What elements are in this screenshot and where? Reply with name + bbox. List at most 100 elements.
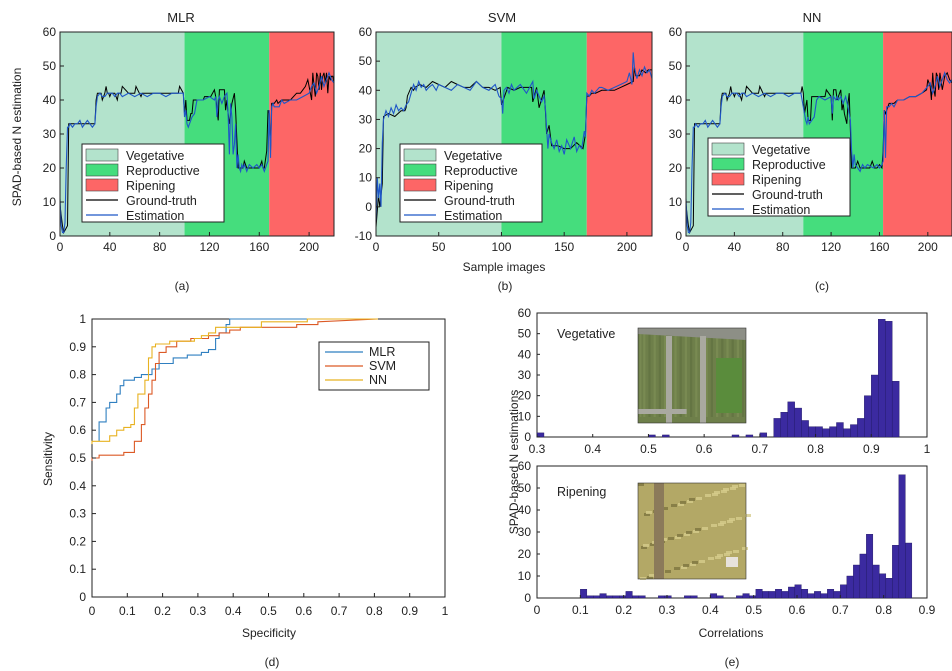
crop-texture	[665, 570, 671, 573]
path-strip	[666, 336, 672, 423]
y-tick-label: 30	[518, 368, 532, 382]
legend-label: Estimation	[126, 209, 184, 223]
histogram-bar	[745, 434, 754, 438]
crop-texture	[705, 494, 711, 497]
crop-texture	[650, 543, 656, 546]
histogram-bar	[664, 595, 672, 599]
legend-swatch-reproductive	[85, 163, 119, 177]
histogram-bar	[788, 586, 796, 599]
x-tick-label: 0.7	[752, 442, 769, 456]
crop-texture	[683, 564, 689, 567]
y-tick-label: 0.4	[69, 479, 86, 493]
legend-label: Ripening	[444, 179, 493, 193]
histogram-bar	[815, 426, 823, 438]
crop-row-texture	[690, 332, 693, 417]
histogram-bar	[850, 424, 858, 438]
crop-texture	[732, 485, 738, 488]
crop-texture	[681, 566, 687, 569]
histogram-bar	[606, 595, 614, 599]
histogram-bar	[872, 564, 880, 599]
histogram-bar	[762, 591, 770, 599]
histogram-bar	[736, 595, 744, 599]
histogram-bar	[857, 418, 865, 438]
panel-e-histograms: 0.3 0.4 0.5 0.6 0.7 0.8 0.9 10102030405060Veget…	[507, 306, 936, 669]
y-tick-label: 30	[43, 127, 57, 141]
x-tick-label: 80	[776, 240, 790, 254]
histogram-bar	[801, 589, 809, 599]
legend-swatch-ripening	[711, 172, 745, 186]
x-tick-label: 0.3	[190, 604, 207, 618]
road-strip	[638, 328, 746, 340]
histogram-annotation: Vegetative	[557, 327, 615, 341]
y-tick-label: 50	[669, 59, 683, 73]
crop-texture	[718, 523, 724, 526]
crop-texture	[690, 563, 696, 566]
legend-label: MLR	[369, 345, 395, 359]
histogram-bar	[859, 553, 867, 599]
histogram-bar	[801, 420, 809, 438]
panel-b-title: SVM	[488, 10, 516, 25]
y-tick-label: 10	[43, 195, 57, 209]
y-tick-label: 50	[518, 327, 532, 341]
histogram-bar	[814, 591, 822, 599]
x-tick-label: 150	[554, 240, 574, 254]
crop-texture	[721, 490, 727, 493]
y-tick-label: 0	[675, 229, 682, 243]
y-tick-label: 40	[669, 93, 683, 107]
x-tick-label: 0	[683, 240, 690, 254]
crop-texture	[699, 560, 705, 563]
histogram-bar	[892, 545, 900, 599]
histogram-bar	[759, 432, 768, 438]
photo-frame	[637, 482, 747, 580]
legend-label: Estimation	[444, 209, 502, 223]
y-tick-label: 50	[43, 59, 57, 73]
y-tick-label: 60	[518, 459, 532, 473]
crop-texture	[671, 504, 677, 507]
crop-texture	[693, 530, 699, 533]
legend: VegetativeReproductiveRipeningGround-tru…	[81, 143, 225, 223]
crop-texture	[643, 544, 649, 547]
path-strip	[654, 483, 664, 579]
crop-texture	[638, 483, 644, 486]
crop-texture	[711, 524, 717, 527]
legend-label: Ground-truth	[126, 194, 197, 208]
y-tick-label: 40	[518, 347, 532, 361]
histogram-bar	[794, 584, 802, 599]
x-tick-label: 0.2	[154, 604, 171, 618]
legend-swatch-reproductive	[403, 163, 437, 177]
y-tick-label: 30	[359, 112, 373, 126]
y-tick-label: 30	[518, 525, 532, 539]
region-ripening	[586, 32, 652, 236]
crop-texture	[739, 484, 745, 487]
y-tick-label: 40	[43, 93, 57, 107]
vegetative-field-photo	[637, 327, 747, 424]
histogram-bar	[866, 534, 874, 599]
histogram-bar	[840, 584, 848, 599]
histogram-bar	[684, 595, 692, 599]
path-strip	[700, 336, 706, 423]
x-tick-label: 1	[924, 442, 931, 456]
legend-label: Reproductive	[752, 158, 826, 172]
crop-texture	[662, 507, 668, 510]
panel-a-mlr-timeseries: MLR 0 40 80 120 160 200 0 10 20 30 40 50 60 Vegetativ…	[43, 10, 335, 293]
histogram-bar	[612, 595, 620, 599]
green-plot	[716, 358, 742, 413]
crop-texture	[649, 574, 655, 577]
crop-texture	[717, 554, 723, 557]
crop-texture	[646, 511, 652, 514]
crop-row-texture	[695, 332, 698, 417]
y-tick-label: 10	[669, 195, 683, 209]
y-tick-label: 0	[365, 200, 372, 214]
y-tick-label: 1	[79, 312, 86, 326]
x-tick-label: 200	[617, 240, 637, 254]
histogram-bar	[846, 575, 854, 599]
y-tick-label: 0.9	[69, 340, 86, 354]
histogram-bar	[808, 426, 816, 438]
y-tick-label: 0.8	[69, 368, 86, 382]
x-tick-label: 0.4	[225, 604, 242, 618]
x-tick-label: 0	[534, 603, 541, 617]
histogram-bar	[833, 591, 841, 599]
panel-c-title: NN	[803, 10, 822, 25]
legend-label: Estimation	[752, 203, 810, 217]
y-tick-label: 0.5	[69, 451, 86, 465]
